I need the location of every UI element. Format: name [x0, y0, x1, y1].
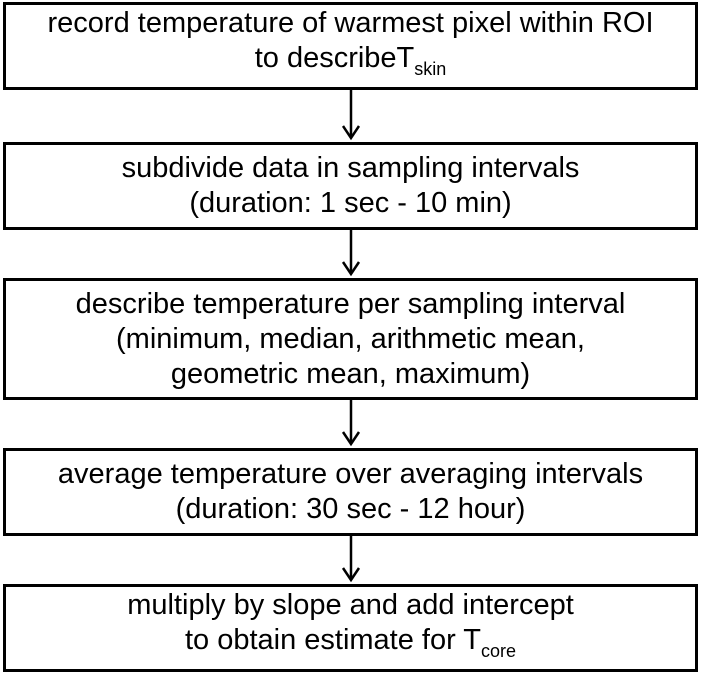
step-describe-temperature-box: describe temperature per sampling interv…	[3, 278, 698, 400]
step-record-temperature-box: record temperature of warmest pixel with…	[3, 2, 698, 90]
step-multiply-slope-box: multiply by slope and add intercept to o…	[3, 584, 698, 672]
step-subdivide-data-box: subdivide data in sampling intervals (du…	[3, 142, 698, 230]
step-2-line-1: subdivide data in sampling intervals	[121, 152, 580, 184]
step-1-line-1: record temperature of warmest pixel with…	[47, 6, 654, 39]
core-subscript: core	[481, 640, 517, 661]
arrow-1	[341, 90, 361, 141]
step-1-line-2-text: to describeT	[254, 41, 415, 74]
step-average-temperature-box: average temperature over averaging inter…	[3, 448, 698, 536]
step-4-line-2: (duration: 30 sec - 12 hour)	[175, 493, 526, 525]
arrow-4	[341, 536, 361, 583]
step-1-line-2: to describeTskin	[255, 41, 447, 87]
step-2-line-2: (duration: 1 sec - 10 min)	[189, 187, 512, 219]
skin-subscript: skin	[414, 58, 447, 79]
step-3-line-2: (minimum, median, arithmetic mean,	[116, 322, 585, 355]
step-5-line-2: to obtain estimate for Tcore	[185, 623, 516, 669]
arrow-2	[341, 230, 361, 277]
step-3-line-3: geometric mean, maximum)	[170, 357, 531, 390]
arrow-3	[341, 400, 361, 447]
step-5-line-2-text: to obtain estimate for T	[184, 623, 482, 656]
step-3-line-1: describe temperature per sampling interv…	[75, 287, 626, 320]
step-5-line-1: multiply by slope and add intercept	[127, 588, 574, 621]
step-4-line-1: average temperature over averaging inter…	[57, 458, 644, 490]
